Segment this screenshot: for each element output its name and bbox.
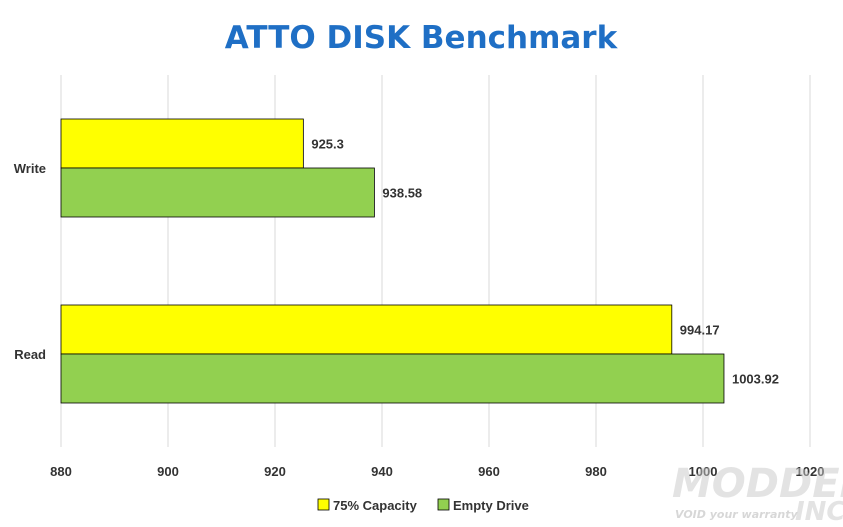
legend-label: 75% Capacity	[333, 498, 418, 513]
watermark-line2: INC.	[795, 497, 843, 527]
watermark-logo: MODDERS INC. VOID your warranty	[672, 461, 843, 527]
x-tick-label: 1020	[796, 464, 825, 479]
legend-swatch	[437, 498, 450, 511]
data-label: 994.17	[680, 323, 720, 338]
x-tick-label: 880	[50, 464, 72, 479]
data-label: 938.58	[382, 186, 422, 201]
x-tick-label: 980	[585, 464, 607, 479]
legend: 75% Capacity Empty Drive	[317, 498, 529, 513]
x-axis-ticks: 880 900 920 940 960 980 1000 1020	[50, 464, 824, 479]
category-label-write: Write	[14, 161, 46, 176]
x-tick-label: 920	[264, 464, 286, 479]
category-label-read: Read	[14, 347, 46, 362]
legend-label: Empty Drive	[453, 498, 529, 513]
x-tick-label: 960	[478, 464, 500, 479]
legend-swatch	[317, 498, 330, 511]
chart-title: ATTO DISK Benchmark	[225, 20, 619, 56]
data-labels: 925.3 938.58 994.17 1003.92	[311, 137, 779, 387]
x-tick-label: 900	[157, 464, 179, 479]
x-tick-label: 1000	[689, 464, 718, 479]
bar-75-capacity-write	[60, 118, 304, 169]
bar-empty-drive-write	[60, 167, 375, 218]
data-label: 925.3	[311, 137, 344, 152]
data-label: 1003.92	[732, 372, 779, 387]
bar-75-capacity-read	[60, 304, 673, 355]
y-axis-categories: Write Read	[14, 161, 46, 362]
watermark-line1: MODDERS	[672, 461, 843, 507]
x-tick-label: 940	[371, 464, 393, 479]
bars	[60, 118, 725, 404]
bar-empty-drive-read	[60, 353, 725, 404]
watermark-tagline: VOID your warranty	[675, 508, 798, 521]
